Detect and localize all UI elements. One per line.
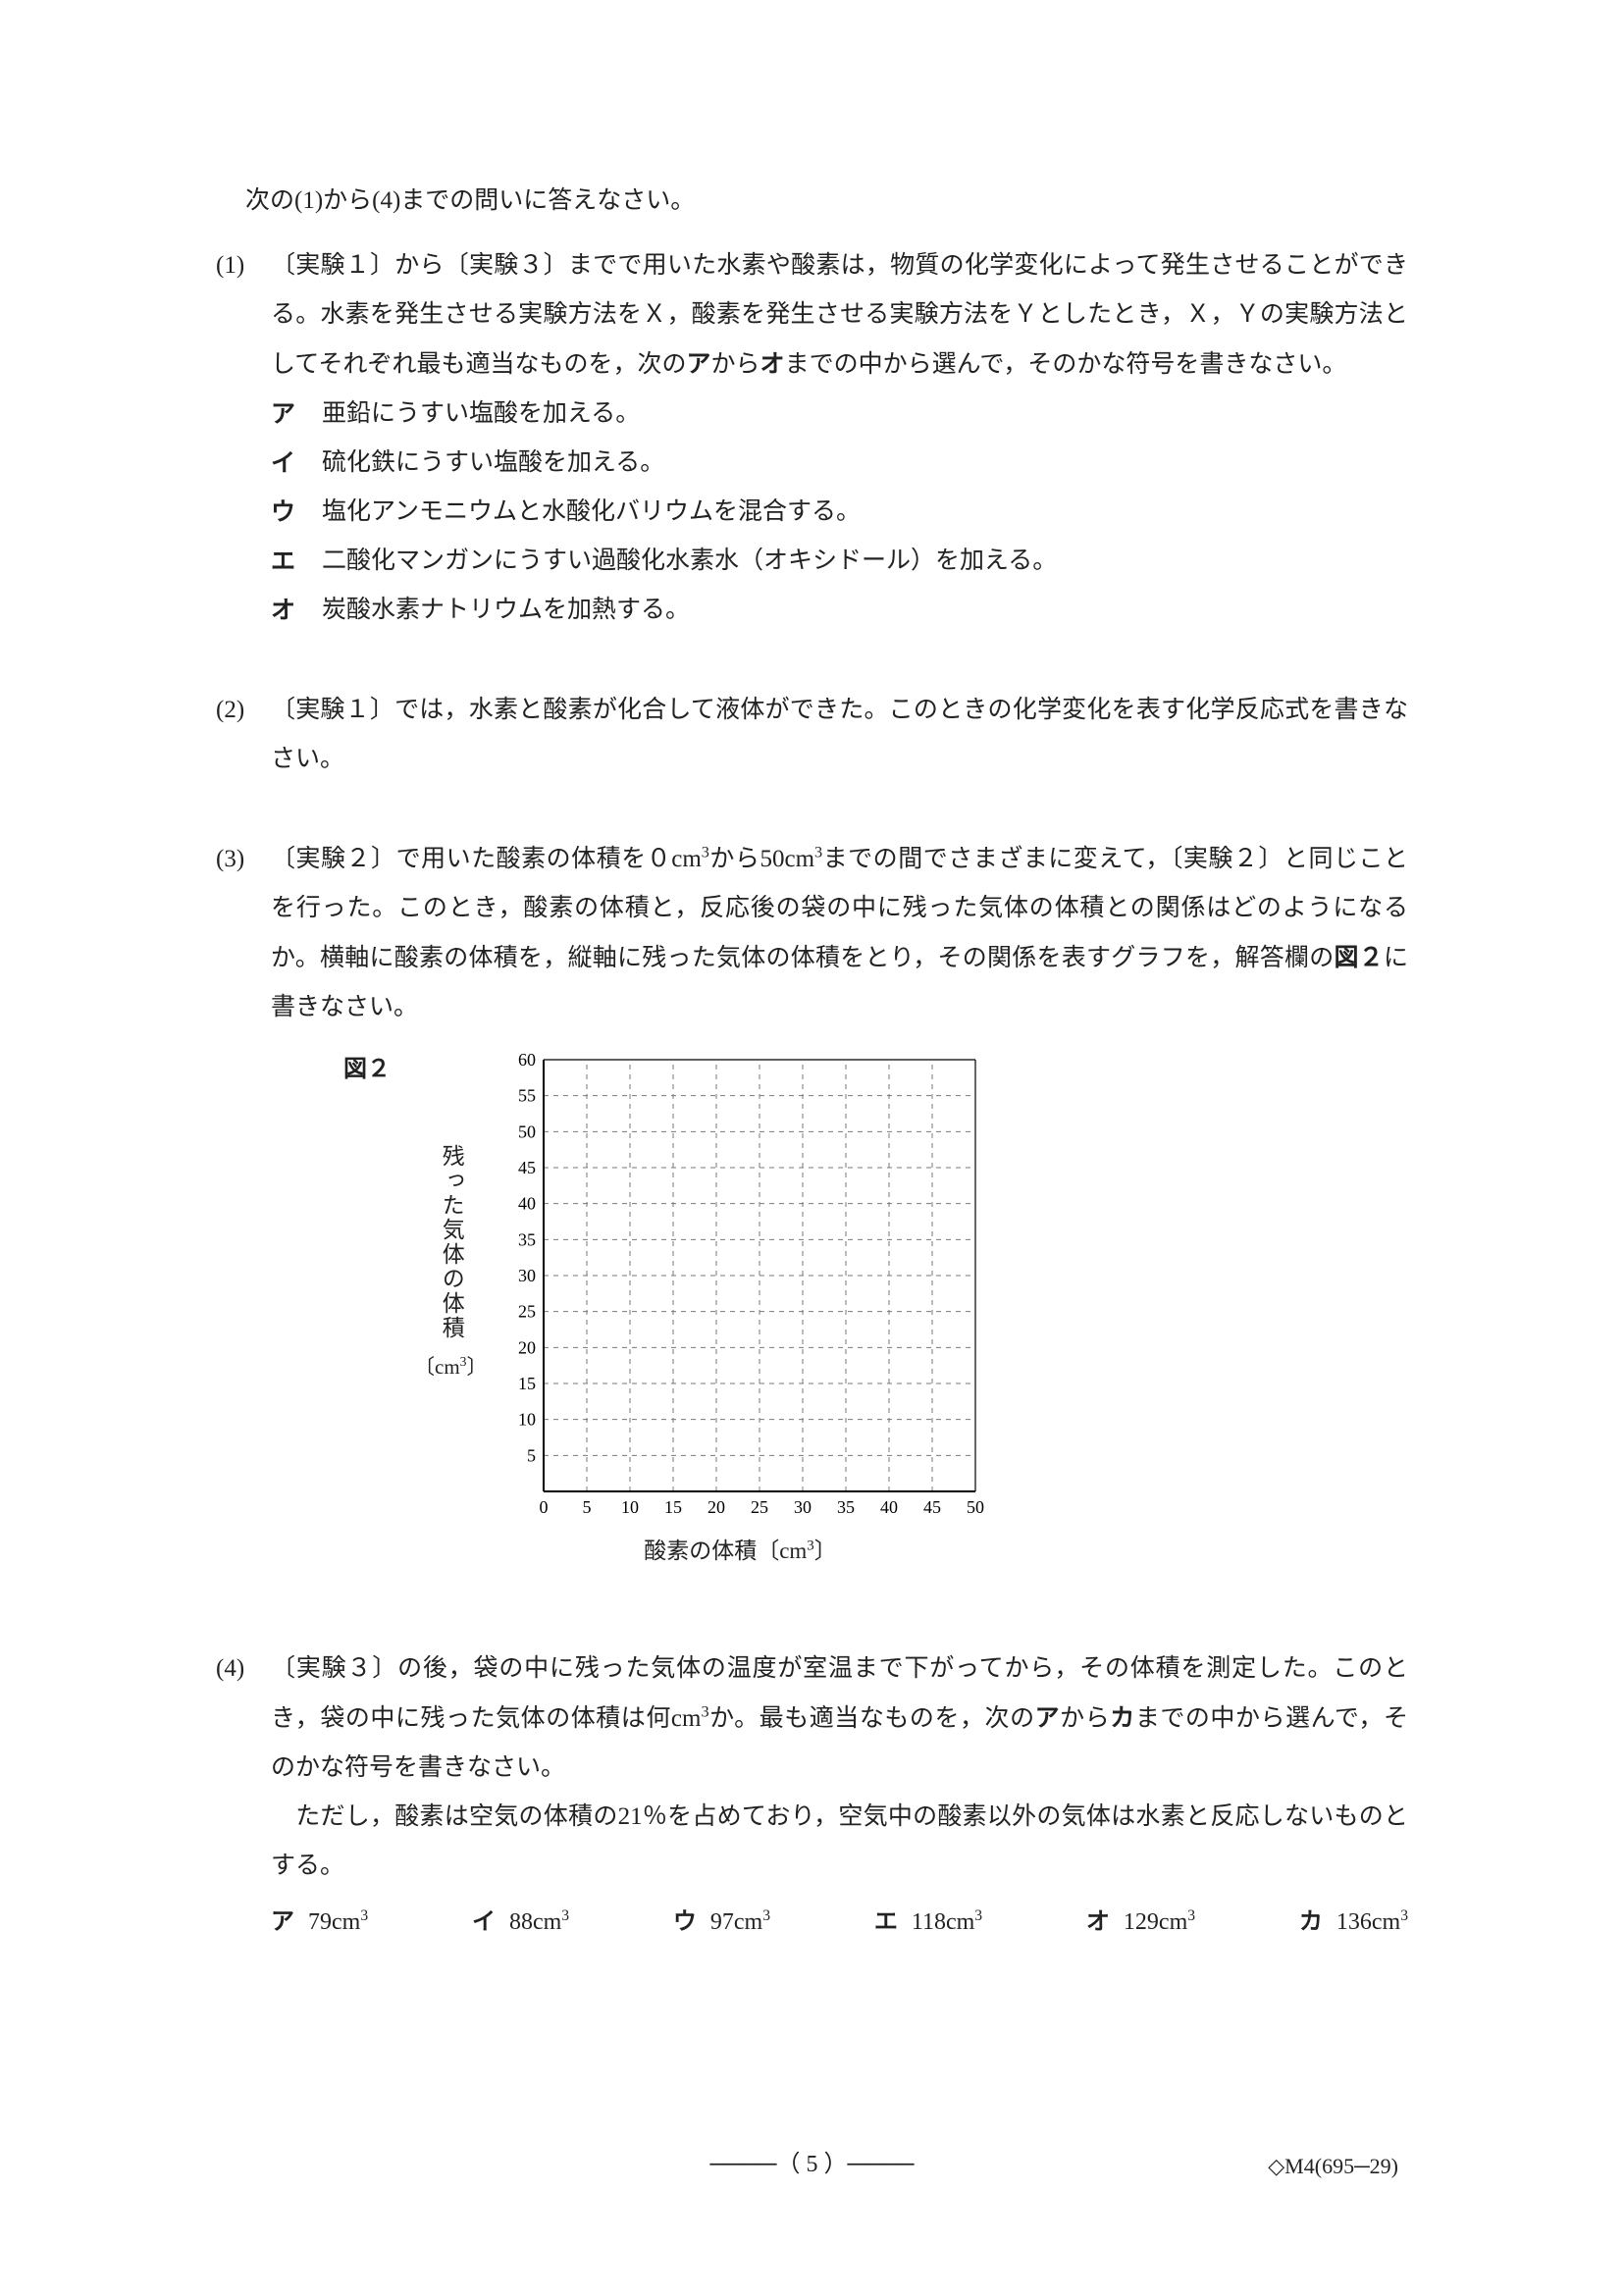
q1-option-e: エ 二酸化マンガンにうすい過酸化水素水（オキシドール）を加える。 <box>271 537 1408 586</box>
chart-column: 0 5 10 15 20 25 30 35 40 45 50 5 10 15 20 25 30 35 40 45 50 5… <box>495 1050 985 1574</box>
option-text: 亜鉛にうすい塩酸を加える。 <box>322 390 1408 439</box>
choice-label: オ <box>1086 1899 1110 1946</box>
q4-caveat: ただし，酸素は空気の体積の21％を占めており，空気中の酸素以外の気体は水素と反応… <box>271 1803 1408 1879</box>
q4-body-mid2: から <box>1060 1705 1110 1732</box>
q3-body-bold: 図２ <box>1334 944 1384 971</box>
choice-value: 79cm3 <box>308 1899 368 1946</box>
svg-text:20: 20 <box>518 1337 536 1357</box>
svg-text:25: 25 <box>751 1497 768 1517</box>
svg-text:45: 45 <box>518 1158 536 1177</box>
choice-label: ア <box>271 1899 294 1946</box>
q3-body: 〔実験２〕で用いた酸素の体積を０cm3から50cm3までの間でさまざまに変えて，… <box>271 835 1408 1032</box>
page: 次の(1)から(4)までの問いに答えなさい。 (1) 〔実験１〕から〔実験３〕ま… <box>0 0 1624 2296</box>
choice-value: 118cm3 <box>912 1899 982 1946</box>
svg-text:30: 30 <box>518 1266 536 1285</box>
y-axis-unit: 〔cm3〕 <box>414 1346 487 1387</box>
document-code: ◇M4(695─29) <box>1268 2145 1398 2188</box>
q1-body-text: 〔実験１〕から〔実験３〕までで用いた水素や酸素は，物質の化学変化によって発生させ… <box>271 252 1408 378</box>
option-text: 塩化アンモニウムと水酸化バリウムを混合する。 <box>322 488 1408 537</box>
option-text: 二酸化マンガンにうすい過酸化水素水（オキシドール）を加える。 <box>322 537 1408 586</box>
choice-label: エ <box>874 1899 898 1946</box>
svg-text:30: 30 <box>794 1497 812 1517</box>
figure-label: 図２ <box>343 1046 391 1093</box>
option-text: 硫化鉄にうすい塩酸を加える。 <box>322 439 1408 488</box>
svg-text:60: 60 <box>518 1050 536 1070</box>
svg-text:15: 15 <box>518 1374 536 1393</box>
svg-text:45: 45 <box>923 1497 941 1517</box>
x-axis-label: 酸素の体積〔cm3〕 <box>644 1529 837 1574</box>
y-axis-label-col: 残った気体の体積 〔cm3〕 <box>414 1050 487 1482</box>
svg-text:15: 15 <box>664 1497 682 1517</box>
q3-body-pre: 〔実験２〕で用いた酸素の体積を０cm <box>271 846 702 872</box>
svg-text:0: 0 <box>540 1497 549 1517</box>
option-label: ウ <box>271 488 322 537</box>
q1-option-u: ウ 塩化アンモニウムと水酸化バリウムを混合する。 <box>271 488 1408 537</box>
question-1: (1) 〔実験１〕から〔実験３〕までで用いた水素や酸素は，物質の化学変化によって… <box>216 241 1408 635</box>
svg-text:50: 50 <box>518 1122 536 1141</box>
q1-option-a: ア 亜鉛にうすい塩酸を加える。 <box>271 390 1408 439</box>
svg-text:10: 10 <box>621 1497 639 1517</box>
q4-choice-a: ア 79cm3 <box>271 1899 368 1946</box>
svg-text:25: 25 <box>518 1302 536 1322</box>
option-text: 炭酸水素ナトリウムを加熱する。 <box>322 586 1408 635</box>
q2-body: 〔実験１〕では，水素と酸素が化合して液体ができた。このときの化学変化を表す化学反… <box>271 686 1408 784</box>
svg-text:20: 20 <box>707 1497 725 1517</box>
option-label: イ <box>271 439 322 488</box>
question-4: (4) 〔実験３〕の後，袋の中に残った気体の温度が室温まで下がってから，その体積… <box>216 1644 1408 1946</box>
svg-text:55: 55 <box>518 1086 536 1106</box>
question-2: (2) 〔実験１〕では，水素と酸素が化合して液体ができた。このときの化学変化を表… <box>216 686 1408 784</box>
svg-text:50: 50 <box>967 1497 984 1517</box>
q4-body: 〔実験３〕の後，袋の中に残った気体の温度が室温まで下がってから，その体積を測定し… <box>271 1644 1408 1891</box>
choice-value: 136cm3 <box>1336 1899 1408 1946</box>
q2-number: (2) <box>216 686 271 784</box>
q3-number: (3) <box>216 835 271 1032</box>
q4-choice-i: イ 88cm3 <box>472 1899 569 1946</box>
question-3: (3) 〔実験２〕で用いた酸素の体積を０cm3から50cm3までの間でさまざまに… <box>216 835 1408 1574</box>
figure-2: 図２ 残った気体の体積 〔cm3〕 0510152025303540455051… <box>343 1050 1408 1574</box>
q1-number: (1) <box>216 241 271 390</box>
q4-choice-u: ウ 97cm3 <box>673 1899 770 1946</box>
q4-body-bold1: ア <box>1035 1704 1061 1732</box>
q1-body: 〔実験１〕から〔実験３〕までで用いた水素や酸素は，物質の化学変化によって発生させ… <box>271 241 1408 390</box>
svg-text:10: 10 <box>518 1410 536 1430</box>
q4-number: (4) <box>216 1644 271 1891</box>
svg-text:5: 5 <box>583 1497 592 1517</box>
option-label: オ <box>271 586 322 635</box>
choice-label: ウ <box>673 1899 697 1946</box>
choice-label: カ <box>1299 1899 1323 1946</box>
option-label: エ <box>271 537 322 586</box>
q1-option-i: イ 硫化鉄にうすい塩酸を加える。 <box>271 439 1408 488</box>
choice-label: イ <box>472 1899 496 1946</box>
q4-choice-e: エ 118cm3 <box>874 1899 982 1946</box>
grid-chart: 0 5 10 15 20 25 30 35 40 45 50 5 10 15 20 25 30 35 40 45 50 5… <box>495 1050 985 1521</box>
footer: ────（ 5 ）──── ◇M4(695─29) <box>0 2141 1624 2188</box>
q4-choice-o: オ 129cm3 <box>1086 1899 1195 1946</box>
svg-text:35: 35 <box>837 1497 855 1517</box>
svg-text:40: 40 <box>518 1194 536 1214</box>
choice-value: 88cm3 <box>509 1899 569 1946</box>
q4-choice-ka: カ 136cm3 <box>1299 1899 1408 1946</box>
intro-text: 次の(1)から(4)までの問いに答えなさい。 <box>245 177 1408 226</box>
q1-option-o: オ 炭酸水素ナトリウムを加熱する。 <box>271 586 1408 635</box>
y-axis-label: 残った気体の体積 <box>428 1144 473 1340</box>
q4-body-mid: か。最も適当なものを，次の <box>709 1705 1035 1732</box>
svg-text:5: 5 <box>527 1445 536 1465</box>
choice-value: 129cm3 <box>1124 1899 1195 1946</box>
q4-body-bold2: カ <box>1110 1704 1135 1732</box>
svg-text:35: 35 <box>518 1229 536 1249</box>
choice-value: 97cm3 <box>710 1899 770 1946</box>
q3-body-mid1: から50cm <box>709 846 814 872</box>
svg-text:40: 40 <box>880 1497 898 1517</box>
q4-choices: ア 79cm3 イ 88cm3 ウ 97cm3 エ 118cm3 オ 129cm3 カ 13… <box>271 1899 1408 1946</box>
option-label: ア <box>271 390 322 439</box>
